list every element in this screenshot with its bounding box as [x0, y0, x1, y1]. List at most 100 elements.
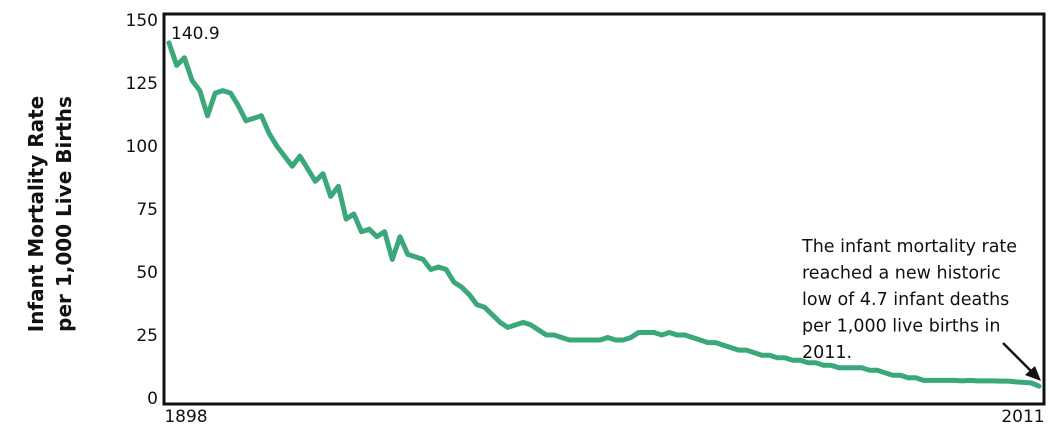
series-point [405, 252, 410, 257]
series-point [875, 368, 880, 373]
x-tick-label-start: 1898 [164, 407, 207, 425]
series-point [197, 88, 202, 93]
series-point [459, 284, 464, 290]
series-point [567, 337, 572, 343]
series-point [598, 337, 603, 343]
series-point [544, 332, 549, 338]
series-point [667, 330, 672, 335]
series-point [574, 337, 580, 343]
y-axis-label-line-1: Infant Mortality Rate [24, 96, 48, 333]
y-tick-label: 50 [136, 263, 158, 283]
series-point [274, 143, 279, 149]
annotation-line: The infant mortality rate [801, 237, 1017, 257]
series-point [975, 378, 980, 384]
x-tick-label-end: 2011 [1001, 407, 1044, 425]
series-point [359, 229, 364, 234]
series-point [798, 358, 803, 363]
series-point [636, 330, 641, 335]
series-point [444, 267, 449, 272]
series-point [182, 55, 187, 60]
annotation-line: low of 4.7 infant deaths [802, 290, 1009, 310]
peak-value-label: 140.9 [171, 24, 220, 44]
series-point [944, 378, 949, 383]
series-point [228, 90, 233, 96]
series-point [890, 373, 895, 378]
series-point [189, 78, 195, 83]
y-tick-label: 75 [136, 200, 158, 220]
series-point [436, 264, 441, 270]
series-point [721, 342, 726, 348]
series-point [913, 375, 918, 380]
annotation-line: reached a new historic [802, 264, 1001, 284]
series-point [936, 378, 942, 383]
series-point [759, 353, 764, 358]
series-point [551, 332, 557, 338]
y-tick-label: 150 [126, 11, 158, 31]
series-point [174, 63, 179, 68]
series-point [813, 360, 818, 365]
series-point [682, 332, 687, 338]
y-tick-label: 25 [136, 326, 158, 346]
series-point [836, 365, 841, 370]
series-point [505, 325, 510, 330]
series-point [713, 340, 718, 345]
y-axis-ticks: 0 25 50 75 100 125 150 [126, 11, 158, 409]
series-point [343, 216, 349, 222]
series-point [413, 254, 418, 260]
series-point [513, 322, 518, 328]
series-point [898, 373, 903, 378]
annotation-line: 2011. [802, 343, 852, 363]
series-point [266, 131, 272, 136]
series-point [374, 234, 380, 239]
series-point [1029, 380, 1034, 386]
series-point [690, 335, 695, 340]
series-point [251, 116, 256, 121]
y-tick-label: 125 [126, 74, 158, 94]
series-point [967, 378, 972, 383]
annotation-line: per 1,000 live births in [802, 317, 1000, 337]
series-point [621, 337, 626, 343]
series-point [628, 335, 634, 340]
series-point [328, 194, 333, 199]
series-point [382, 229, 387, 234]
series-point [790, 358, 795, 363]
series-point [536, 327, 541, 333]
series-point [859, 365, 865, 370]
series-point [482, 305, 487, 310]
series-point [336, 184, 341, 189]
series-point [921, 378, 926, 383]
series-point [582, 337, 587, 343]
series-point [674, 332, 680, 338]
series-point [613, 337, 618, 343]
series-point [166, 40, 172, 46]
series-point [205, 113, 210, 119]
series-point [728, 345, 734, 350]
series-point [351, 211, 356, 217]
series-point [1006, 378, 1011, 384]
series-points [166, 40, 1042, 389]
series-point [751, 350, 757, 355]
series-point [474, 302, 480, 307]
series-point [305, 166, 310, 171]
series-point [867, 368, 872, 373]
series-point [828, 363, 834, 368]
series-point [821, 363, 826, 368]
series-point [659, 332, 664, 338]
series-point [497, 320, 503, 325]
series-point [259, 113, 264, 119]
series-point [521, 320, 526, 325]
series-point [590, 337, 595, 343]
series-point [959, 378, 965, 384]
series-point [998, 378, 1003, 384]
series-point [698, 337, 703, 343]
series-point [490, 312, 495, 317]
series-point [905, 375, 911, 380]
series-point [1013, 379, 1019, 385]
series-point [651, 330, 657, 335]
series-point [1021, 380, 1026, 385]
series-point [929, 378, 934, 383]
series-point [213, 90, 218, 96]
series-point [420, 257, 426, 262]
